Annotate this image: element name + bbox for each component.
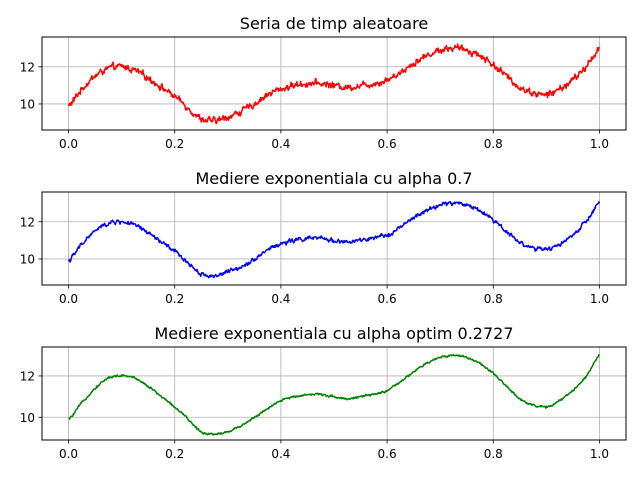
subplot-1-ytick-label-0: 10 <box>20 97 35 111</box>
subplot-1: Seria de timp aleatoare 0.0 0.2 0.4 0.6 0.8 1… <box>20 14 627 151</box>
subplot-3-axes-frame <box>41 346 627 441</box>
subplot-2-xtick-label-4: 0.8 <box>484 292 503 306</box>
subplot-2-ytick-label-1: 12 <box>20 215 35 229</box>
subplot-3-xtick-label-2: 0.4 <box>271 447 290 461</box>
subplot-2-xtick-label-2: 0.4 <box>271 292 290 306</box>
subplot-1-xtick-label-2: 0.4 <box>271 137 290 151</box>
subplot-3-series-line <box>68 353 600 436</box>
subplot-3-ytick-label-0: 10 <box>20 411 35 425</box>
subplot-2-ytick-label-0: 10 <box>20 252 35 266</box>
subplot-1-ytick-label-1: 12 <box>20 60 35 74</box>
subplot-1-xtick-label-5: 1.0 <box>590 137 609 151</box>
subplot-1-axes-frame <box>41 36 627 131</box>
subplot-2-axes-frame <box>41 191 627 286</box>
subplot-3-xtick-label-0: 0.0 <box>59 447 78 461</box>
subplot-3: Mediere exponentiala cu alpha optim 0.27… <box>20 324 627 461</box>
subplot-1-xtick-label-1: 0.2 <box>165 137 184 151</box>
subplot-1-xtick-label-0: 0.0 <box>59 137 78 151</box>
subplot-2-xtick-label-1: 0.2 <box>165 292 184 306</box>
subplot-1-title: Seria de timp aleatoare <box>240 14 428 33</box>
subplot-1-series-line <box>67 43 600 125</box>
subplot-3-title: Mediere exponentiala cu alpha optim 0.27… <box>155 324 514 343</box>
subplot-2-xtick-label-0: 0.0 <box>59 292 78 306</box>
subplot-3-xtick-label-1: 0.2 <box>165 447 184 461</box>
subplot-2-xtick-label-3: 0.6 <box>378 292 397 306</box>
subplot-2-xtick-label-5: 1.0 <box>590 292 609 306</box>
subplot-1-xtick-label-3: 0.6 <box>378 137 397 151</box>
subplot-3-xtick-label-5: 1.0 <box>590 447 609 461</box>
subplot-1-xtick-label-4: 0.8 <box>484 137 503 151</box>
subplot-2: Mediere exponentiala cu alpha 0.7 0.0 0.2… <box>20 169 627 306</box>
subplot-2-series-line <box>67 200 601 279</box>
subplot-2-title: Mediere exponentiala cu alpha 0.7 <box>195 169 472 188</box>
subplot-3-xtick-label-4: 0.8 <box>484 447 503 461</box>
subplot-3-ytick-label-1: 12 <box>20 369 35 383</box>
subplot-3-xtick-label-3: 0.6 <box>378 447 397 461</box>
